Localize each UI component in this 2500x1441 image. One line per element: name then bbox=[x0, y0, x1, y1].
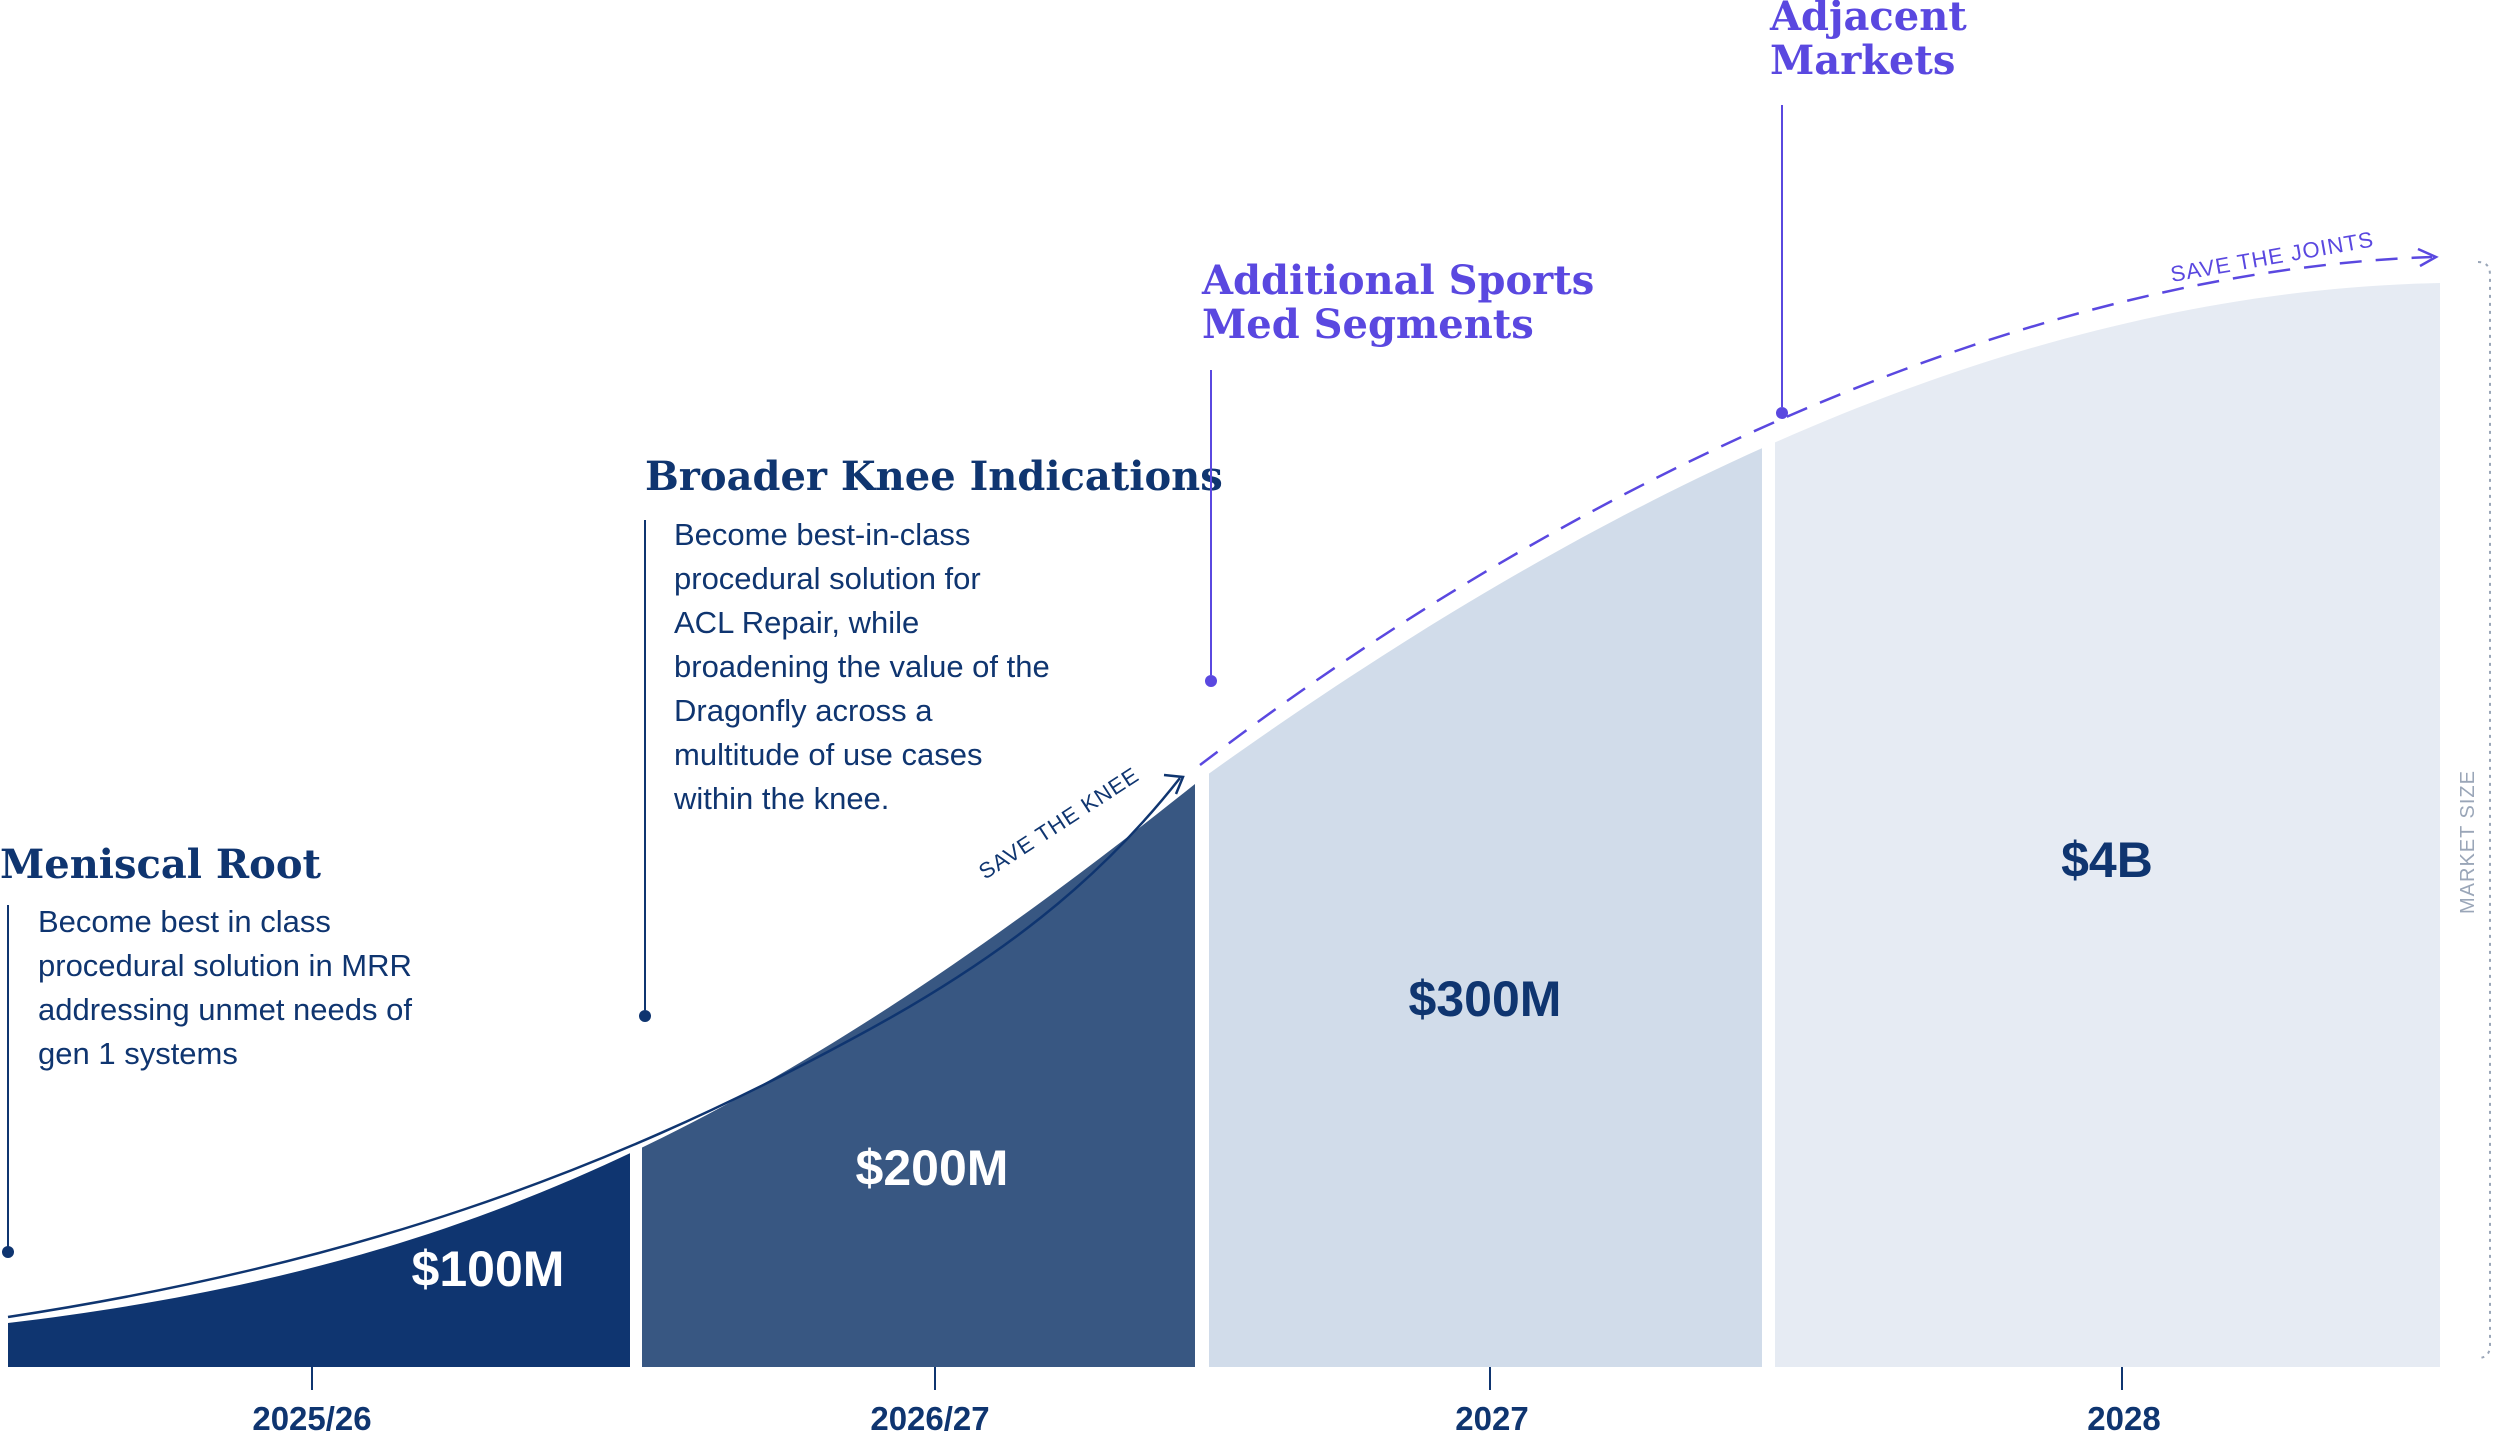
save-the-joints-label: SAVE THE JOINTS bbox=[2169, 227, 2376, 287]
joints-dashed-line bbox=[1199, 255, 2433, 766]
meniscal-root-line-3: addressing unmet needs of bbox=[38, 992, 412, 1027]
market-size-bracket bbox=[2477, 261, 2491, 1359]
x-label-2026-27: 2026/27 bbox=[870, 1400, 989, 1437]
bar-2027 bbox=[1209, 283, 1762, 1367]
meniscal-root-title: Meniscal Root bbox=[0, 841, 322, 888]
broader-knee-line-7: within the knee. bbox=[673, 781, 889, 816]
broader-knee-line-6: multitude of use cases bbox=[674, 737, 982, 772]
broader-knee-line-1: Become best-in-class bbox=[674, 517, 970, 552]
broader-knee-line-5: Dragonfly across a bbox=[674, 693, 933, 728]
bar-2025-26 bbox=[8, 283, 630, 1367]
meniscal-root-line-1: Become best in class bbox=[38, 904, 331, 939]
value-label-2027: $300M bbox=[1409, 971, 1562, 1027]
broader-knee-line-3: ACL Repair, while bbox=[674, 605, 919, 640]
annotation-broader-knee: Broader Knee Indications Become best-in-… bbox=[639, 453, 1223, 1022]
annotation-adjacent-markets: Adjacent Markets bbox=[1769, 0, 1967, 419]
meniscal-root-line-2: procedural solution in MRR bbox=[38, 948, 412, 983]
knee-arrow-head bbox=[1163, 773, 1185, 795]
adjacent-markets-title-1: Adjacent bbox=[1769, 0, 1967, 40]
x-label-2027: 2027 bbox=[1455, 1400, 1528, 1437]
broader-knee-title: Broader Knee Indications bbox=[645, 453, 1223, 500]
meniscal-root-line-4: gen 1 systems bbox=[38, 1036, 238, 1071]
value-label-2026-27: $200M bbox=[856, 1140, 1009, 1196]
market-size-label: MARKET SIZE bbox=[2457, 770, 2479, 914]
additional-sports-title-1: Additional Sports bbox=[1201, 257, 1594, 304]
x-label-2025-26: 2025/26 bbox=[252, 1400, 371, 1437]
broader-knee-line-2: procedural solution for bbox=[674, 561, 981, 596]
knee-curve-line bbox=[7, 777, 1181, 1319]
joints-arrow-head bbox=[2417, 247, 2439, 268]
bar-2028 bbox=[1775, 283, 2440, 1367]
annotation-meniscal-root: Meniscal Root Become best in class proce… bbox=[0, 841, 412, 1258]
value-label-2028: $4B bbox=[2061, 832, 2153, 888]
annotation-additional-sports: Additional Sports Med Segments bbox=[1201, 257, 1594, 687]
adjacent-markets-title-2: Markets bbox=[1770, 37, 1955, 84]
broader-knee-line-4: broadening the value of the bbox=[674, 649, 1050, 684]
area-bars bbox=[8, 283, 2440, 1367]
additional-sports-title-2: Med Segments bbox=[1202, 301, 1534, 348]
value-label-2025-26: $100M bbox=[412, 1241, 565, 1297]
x-label-2028: 2028 bbox=[2087, 1400, 2160, 1437]
